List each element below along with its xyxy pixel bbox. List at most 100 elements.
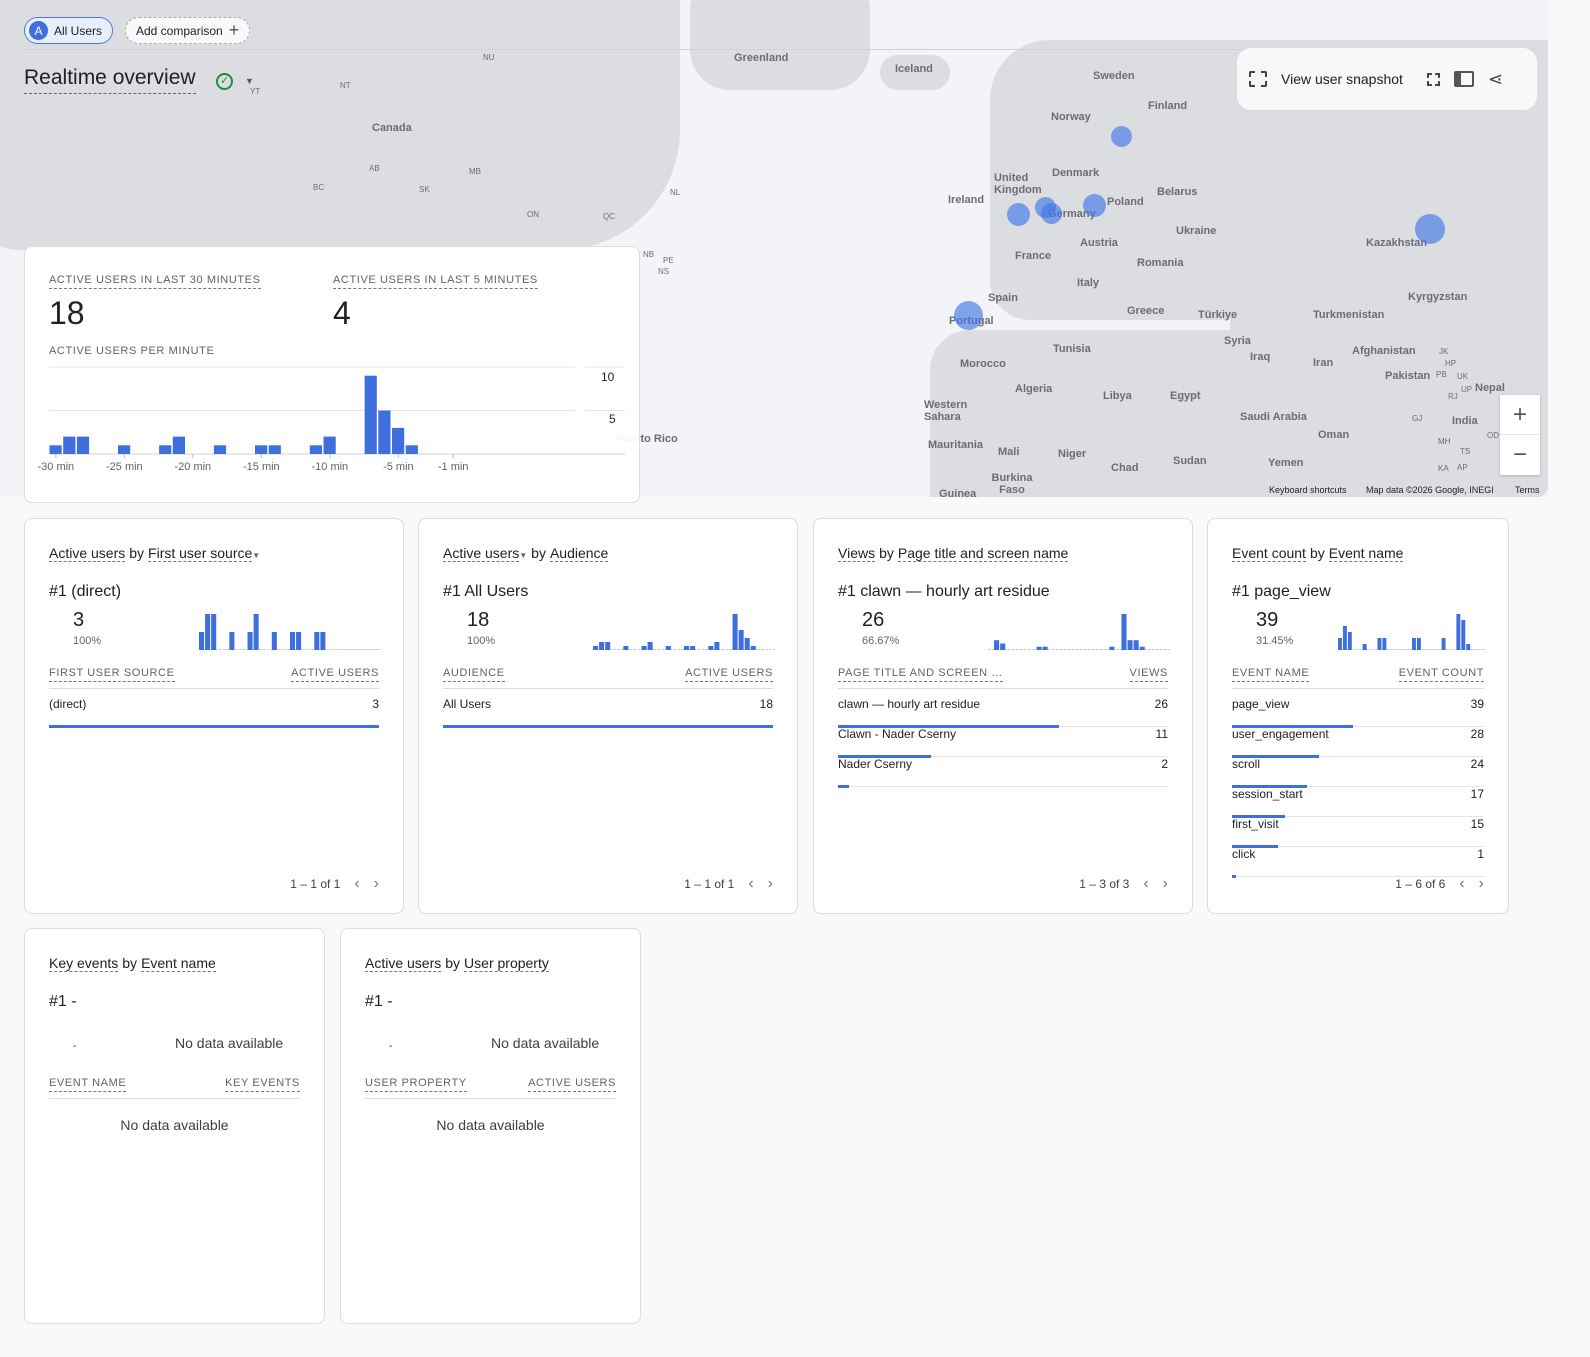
chart-bar[interactable]: [49, 445, 62, 454]
chart-bar[interactable]: [118, 445, 131, 454]
chart-bar[interactable]: [159, 445, 172, 454]
user-location-dot[interactable]: [1415, 214, 1445, 244]
chart-bar[interactable]: [378, 410, 391, 455]
keyboard-shortcuts-link[interactable]: Keyboard shortcuts: [1269, 485, 1347, 495]
sparkline-bar: [290, 632, 296, 650]
metric-selector[interactable]: Active users: [365, 955, 442, 972]
column-header[interactable]: EVENT NAME: [49, 1077, 127, 1092]
table-row[interactable]: first_visit 15: [1232, 817, 1484, 848]
map-label: Kyrgyzstan: [1408, 291, 1468, 303]
table-row[interactable]: click 1: [1232, 847, 1484, 878]
fullscreen-icon[interactable]: [1426, 72, 1440, 86]
top-percent: 100%: [73, 635, 102, 647]
table-row[interactable]: user_engagement 28: [1232, 727, 1484, 758]
chart-bar[interactable]: [309, 445, 322, 454]
share-icon[interactable]: ⋖: [1487, 68, 1504, 89]
chart-bar[interactable]: [268, 445, 281, 454]
view-user-snapshot-button[interactable]: View user snapshot: [1281, 71, 1403, 87]
user-location-dot[interactable]: [1111, 126, 1132, 147]
chevron-left-icon[interactable]: ‹: [354, 875, 360, 892]
terms-link[interactable]: Terms: [1515, 485, 1540, 495]
chart-bar[interactable]: [392, 427, 405, 454]
metric-selector[interactable]: Active users: [443, 545, 520, 562]
column-header[interactable]: EVENT COUNT: [1398, 667, 1484, 682]
page-title[interactable]: Realtime overview: [24, 66, 196, 94]
user-location-dot[interactable]: [1007, 203, 1030, 226]
chart-bar[interactable]: [63, 436, 76, 454]
chevron-left-icon[interactable]: ‹: [1459, 875, 1465, 892]
chart-bar[interactable]: [364, 375, 377, 454]
dropdown-icon[interactable]: ▼: [519, 551, 528, 560]
chevron-right-icon[interactable]: ›: [373, 875, 379, 892]
column-header[interactable]: AUDIENCE: [443, 667, 505, 682]
map-label: Egypt: [1170, 390, 1201, 402]
table-row[interactable]: session_start 17: [1232, 787, 1484, 818]
chart-bar[interactable]: [255, 445, 268, 454]
chevron-left-icon[interactable]: ‹: [748, 875, 754, 892]
add-comparison-button[interactable]: Add comparison +: [125, 17, 251, 44]
realtime-overview-card: ACTIVE USERS IN LAST 30 MINUTES 18 ACTIV…: [24, 246, 640, 503]
table-row[interactable]: clawn — hourly art residue 26: [838, 697, 1168, 728]
table-row[interactable]: (direct) 3: [49, 697, 379, 728]
column-header[interactable]: ACTIVE USERS: [528, 1077, 616, 1092]
active-users-5min-label[interactable]: ACTIVE USERS IN LAST 5 MINUTES: [333, 274, 538, 289]
map-label: Morocco: [960, 358, 1006, 370]
dimension-selector[interactable]: Audience: [549, 545, 609, 562]
chevron-right-icon[interactable]: ›: [1162, 875, 1168, 892]
chart-bar[interactable]: [323, 436, 336, 454]
chart-bar[interactable]: [405, 445, 418, 454]
metric-selector[interactable]: Views: [838, 545, 876, 562]
column-header[interactable]: USER PROPERTY: [365, 1077, 467, 1092]
column-header[interactable]: FIRST USER SOURCE: [49, 667, 175, 682]
user-location-dot[interactable]: [1041, 203, 1062, 224]
active-users-per-minute-chart[interactable]: [25, 363, 625, 483]
column-header[interactable]: PAGE TITLE AND SCREEN …: [838, 667, 1003, 682]
zoom-in-button[interactable]: +: [1500, 395, 1540, 435]
chevron-right-icon[interactable]: ›: [767, 875, 773, 892]
dimension-selector[interactable]: Page title and screen name: [897, 545, 1069, 562]
comparison-chip-all-users[interactable]: A All Users: [24, 17, 114, 44]
table-row[interactable]: Nader Cserny 2: [838, 757, 1168, 788]
map-label: KA: [1438, 464, 1449, 473]
column-header[interactable]: ACTIVE USERS: [291, 667, 379, 682]
dropdown-icon[interactable]: ▼: [252, 551, 261, 560]
dropdown-icon[interactable]: ▼: [245, 76, 254, 86]
dimension-selector[interactable]: Event name: [1328, 545, 1404, 562]
chart-bar[interactable]: [172, 436, 185, 454]
map-label: NU: [483, 53, 495, 62]
map-label: JK: [1439, 347, 1449, 356]
sparkline-bar: [1042, 646, 1048, 650]
chevron-right-icon[interactable]: ›: [1478, 875, 1484, 892]
dimension-selector[interactable]: Event name: [141, 955, 216, 972]
user-location-dot[interactable]: [954, 301, 983, 330]
map-label: UK: [1457, 372, 1469, 381]
row-label: clawn — hourly art residue: [838, 697, 981, 711]
dimension-selector[interactable]: First user source: [148, 545, 253, 562]
column-header[interactable]: VIEWS: [1129, 667, 1168, 682]
compare-icon[interactable]: [1453, 71, 1474, 87]
chart-bar[interactable]: [76, 436, 90, 454]
top-item: #1 page_view: [1232, 583, 1331, 600]
table-row[interactable]: page_view 39: [1232, 697, 1484, 728]
row-label: click: [1232, 847, 1256, 861]
column-header[interactable]: ACTIVE USERS: [685, 667, 773, 682]
metric-selector[interactable]: Active users: [49, 545, 126, 562]
metric-selector[interactable]: Key events: [49, 955, 119, 972]
table-row[interactable]: Clawn - Nader Cserny 11: [838, 727, 1168, 758]
chevron-left-icon[interactable]: ‹: [1143, 875, 1149, 892]
active-users-30min-label[interactable]: ACTIVE USERS IN LAST 30 MINUTES: [49, 274, 261, 289]
column-header[interactable]: KEY EVENTS: [225, 1077, 300, 1092]
table-row[interactable]: scroll 24: [1232, 757, 1484, 788]
user-location-dot[interactable]: [1083, 194, 1106, 217]
dimension-selector[interactable]: User property: [464, 955, 549, 972]
chart-bar[interactable]: [213, 445, 227, 454]
sparkline-no-data: No data available: [491, 1035, 600, 1051]
sparkline-bar: [1139, 646, 1145, 650]
column-header[interactable]: EVENT NAME: [1232, 667, 1310, 682]
table-row[interactable]: All Users 18: [443, 697, 773, 728]
zoom-out-button[interactable]: −: [1512, 441, 1527, 468]
metric-selector[interactable]: Event count: [1232, 545, 1306, 562]
row-share-bar: [838, 755, 931, 758]
table-header: AUDIENCE ACTIVE USERS: [443, 667, 773, 689]
chip-label: All Users: [54, 23, 103, 38]
